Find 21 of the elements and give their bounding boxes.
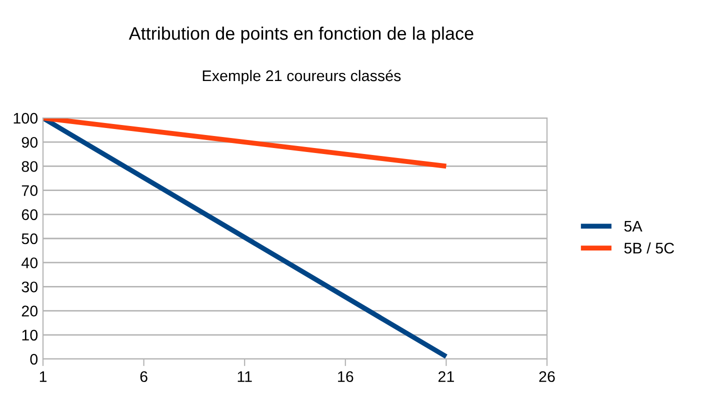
y-tick-label: 20 xyxy=(22,306,38,316)
y-tick-label: 70 xyxy=(22,185,38,196)
legend-label: 5B / 5C xyxy=(624,242,674,254)
y-tick-label: 100 xyxy=(14,112,38,124)
y-tick-label: 40 xyxy=(22,257,38,268)
y-tick-label: 60 xyxy=(22,209,38,220)
x-tick-label: 1 xyxy=(40,371,47,382)
x-tick-label: 26 xyxy=(539,371,555,382)
x-tick-label: 11 xyxy=(238,371,252,382)
y-tick-label: 80 xyxy=(22,161,38,172)
chart-subtitle: Exemple 21 coureurs classés xyxy=(202,70,401,84)
y-tick-label: 0 xyxy=(30,354,38,365)
legend-label: 5A xyxy=(624,221,642,232)
y-tick-label: 30 xyxy=(22,282,38,292)
x-tick-label: 16 xyxy=(338,371,354,382)
y-tick-label: 10 xyxy=(22,330,38,341)
y-tick-label: 90 xyxy=(22,136,38,148)
y-tick-label: 50 xyxy=(22,233,38,244)
chart-title: Attribution de points en fonction de la place xyxy=(128,26,474,44)
x-tick-label: 6 xyxy=(140,371,148,382)
x-tick-label: 21 xyxy=(438,371,454,382)
